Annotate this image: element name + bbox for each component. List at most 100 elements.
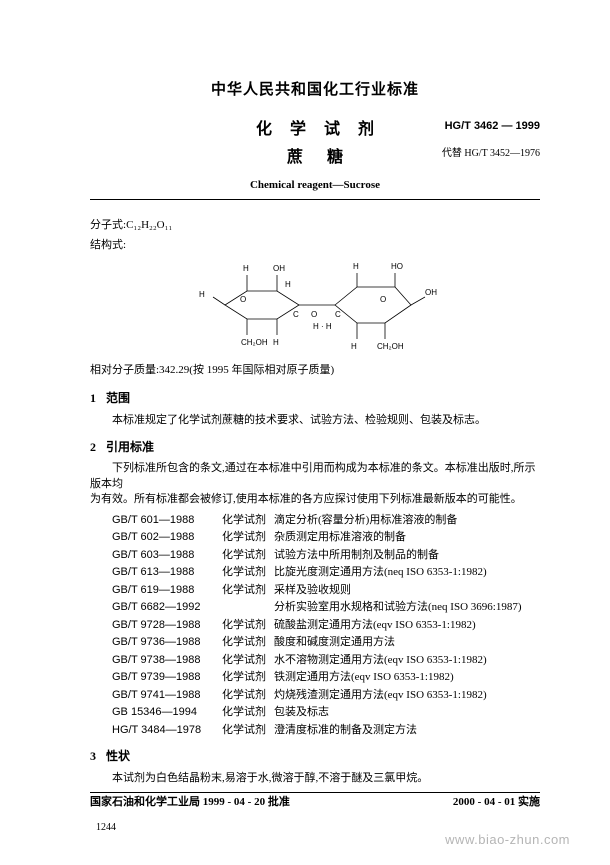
svg-text:H: H — [353, 262, 359, 271]
formula-label: 分子式: — [90, 219, 126, 231]
footer-approval: 国家石油和化学工业局 1999 - 04 - 20 批准 — [90, 795, 290, 810]
svg-text:H: H — [285, 280, 291, 289]
section-1-head: 1 范围 — [90, 390, 540, 407]
molar-mass: 相对分子质量:342.29(按 1995 年国际相对原子质量) — [90, 363, 540, 378]
section-3-head: 3 性状 — [90, 748, 540, 765]
footer-divider — [90, 792, 540, 793]
ref-category: 化学试剂 — [222, 617, 274, 634]
reference-row: GB 15346—1994化学试剂包装及标志 — [112, 704, 540, 721]
ref-category — [222, 599, 274, 616]
ref-code: GB/T 9738—1988 — [112, 652, 222, 669]
reference-row: GB/T 601—1988化学试剂滴定分析(容量分析)用标准溶液的制备 — [112, 512, 540, 529]
reference-row: GB/T 602—1988化学试剂杂质测定用标准溶液的制备 — [112, 529, 540, 546]
ref-description: 铁测定通用方法(eqv ISO 6353-1:1982) — [274, 669, 540, 686]
ref-code: GB/T 613—1988 — [112, 564, 222, 581]
reference-row: GB/T 9736—1988化学试剂酸度和碱度测定通用方法 — [112, 634, 540, 651]
section-2-title: 引用标准 — [106, 440, 154, 454]
ref-description: 杂质测定用标准溶液的制备 — [274, 529, 540, 546]
reference-row: GB/T 9728—1988化学试剂硫酸盐测定通用方法(eqv ISO 6353… — [112, 617, 540, 634]
section-2-intro1: 下列标准所包含的条文,通过在本标准中引用而构成为本标准的条文。本标准出版时,所示… — [90, 461, 540, 492]
ref-code: GB/T 9741—1988 — [112, 687, 222, 704]
standard-code: HG/T 3462 — 1999 — [445, 119, 540, 134]
replace-code: 代替 HG/T 3452—1976 — [442, 147, 540, 161]
ref-description: 比旋光度测定通用方法(neq ISO 6353-1:1982) — [274, 564, 540, 581]
svg-text:H · H: H · H — [313, 322, 332, 331]
ref-category: 化学试剂 — [222, 652, 274, 669]
ref-description: 水不溶物测定通用方法(eqv ISO 6353-1:1982) — [274, 652, 540, 669]
structure-label: 结构式: — [90, 238, 540, 253]
ref-code: GB/T 602—1988 — [112, 529, 222, 546]
ref-description: 试验方法中所用制剂及制品的制备 — [274, 547, 540, 564]
reference-row: GB/T 619—1988化学试剂采样及验收规则 — [112, 582, 540, 599]
title-block: 化学试剂 蔗糖 HG/T 3462 — 1999 代替 HG/T 3452—19… — [90, 119, 540, 170]
section-3-title: 性状 — [106, 749, 130, 763]
reference-row: GB/T 613—1988化学试剂比旋光度测定通用方法(neq ISO 6353… — [112, 564, 540, 581]
svg-text:O: O — [380, 295, 386, 304]
ref-category: 化学试剂 — [222, 634, 274, 651]
nation-title: 中华人民共和国化工行业标准 — [90, 80, 540, 101]
ref-code: GB/T 9739—1988 — [112, 669, 222, 686]
ref-code: GB 15346—1994 — [112, 704, 222, 721]
svg-text:CH₂OH: CH₂OH — [241, 338, 268, 347]
svg-text:C: C — [335, 310, 341, 319]
section-1-title: 范围 — [106, 391, 130, 405]
ref-code: GB/T 601—1988 — [112, 512, 222, 529]
ref-description: 酸度和碱度测定通用方法 — [274, 634, 540, 651]
svg-text:O: O — [311, 310, 317, 319]
svg-text:C: C — [293, 310, 299, 319]
section-3-num: 3 — [90, 749, 96, 763]
ref-description: 滴定分析(容量分析)用标准溶液的制备 — [274, 512, 540, 529]
ref-category: 化学试剂 — [222, 547, 274, 564]
ref-description: 包装及标志 — [274, 704, 540, 721]
svg-text:OH: OH — [273, 264, 285, 273]
svg-text:CH₂OH: CH₂OH — [377, 342, 404, 351]
ref-code: GB/T 619—1988 — [112, 582, 222, 599]
ref-code: HG/T 3484—1978 — [112, 722, 222, 739]
ref-category: 化学试剂 — [222, 704, 274, 721]
svg-text:H: H — [243, 264, 249, 273]
ref-category: 化学试剂 — [222, 512, 274, 529]
reference-row: HG/T 3484—1978化学试剂澄清度标准的制备及测定方法 — [112, 722, 540, 739]
section-3-body: 本试剂为白色结晶粉末,易溶于水,微溶于醇,不溶于醚及三氯甲烷。 — [90, 771, 540, 786]
reference-row: GB/T 6682—1992 分析实验室用水规格和试验方法(neq ISO 369… — [112, 599, 540, 616]
reference-row: GB/T 9741—1988化学试剂灼烧残渣测定通用方法(eqv ISO 635… — [112, 687, 540, 704]
ref-description: 灼烧残渣测定通用方法(eqv ISO 6353-1:1982) — [274, 687, 540, 704]
english-title: Chemical reagent—Sucrose — [90, 178, 540, 193]
svg-text:H: H — [199, 290, 205, 299]
ref-category: 化学试剂 — [222, 669, 274, 686]
svg-text:O: O — [240, 295, 246, 304]
section-2-head: 2 引用标准 — [90, 439, 540, 456]
svg-text:OH: OH — [425, 288, 437, 297]
ref-category: 化学试剂 — [222, 582, 274, 599]
section-2-intro2: 为有效。所有标准都会被修订,使用本标准的各方应探讨使用下列标准最新版本的可能性。 — [90, 492, 540, 507]
svg-text:H: H — [351, 342, 357, 351]
ref-code: GB/T 9736—1988 — [112, 634, 222, 651]
ref-code: GB/T 603—1988 — [112, 547, 222, 564]
formula-value: C₁₂H₂₂O₁₁ — [126, 219, 172, 231]
molecular-formula: 分子式:C₁₂H₂₂O₁₁ — [90, 218, 540, 233]
ref-description: 分析实验室用水规格和试验方法(neq ISO 3696:1987) — [274, 599, 540, 616]
title-divider — [90, 199, 540, 200]
ref-category: 化学试剂 — [222, 529, 274, 546]
footer-effective: 2000 - 04 - 01 实施 — [453, 795, 540, 810]
ref-code: GB/T 9728—1988 — [112, 617, 222, 634]
ref-description: 澄清度标准的制备及测定方法 — [274, 722, 540, 739]
ref-description: 硫酸盐测定通用方法(eqv ISO 6353-1:1982) — [274, 617, 540, 634]
section-1-num: 1 — [90, 391, 96, 405]
ref-category: 化学试剂 — [222, 722, 274, 739]
svg-text:H: H — [273, 338, 279, 347]
ref-category: 化学试剂 — [222, 564, 274, 581]
section-1-body: 本标准规定了化学试剂蔗糖的技术要求、试验方法、检验规则、包装及标志。 — [90, 413, 540, 428]
reference-row: GB/T 9739—1988化学试剂铁测定通用方法(eqv ISO 6353-1… — [112, 669, 540, 686]
svg-text:HO: HO — [391, 262, 403, 271]
references-list: GB/T 601—1988化学试剂滴定分析(容量分析)用标准溶液的制备GB/T … — [112, 512, 540, 739]
ref-category: 化学试剂 — [222, 687, 274, 704]
reference-row: GB/T 9738—1988化学试剂水不溶物测定通用方法(eqv ISO 635… — [112, 652, 540, 669]
footer-row: 国家石油和化学工业局 1999 - 04 - 20 批准 2000 - 04 -… — [90, 795, 540, 810]
watermark: www.biao-zhun.com — [445, 832, 570, 847]
structure-diagram: HOH HCH₂OH HH OH HOOH HCH₂OH OO CC H · H — [185, 257, 445, 357]
ref-description: 采样及验收规则 — [274, 582, 540, 599]
section-2-num: 2 — [90, 440, 96, 454]
reference-row: GB/T 603—1988化学试剂试验方法中所用制剂及制品的制备 — [112, 547, 540, 564]
ref-code: GB/T 6682—1992 — [112, 599, 222, 616]
